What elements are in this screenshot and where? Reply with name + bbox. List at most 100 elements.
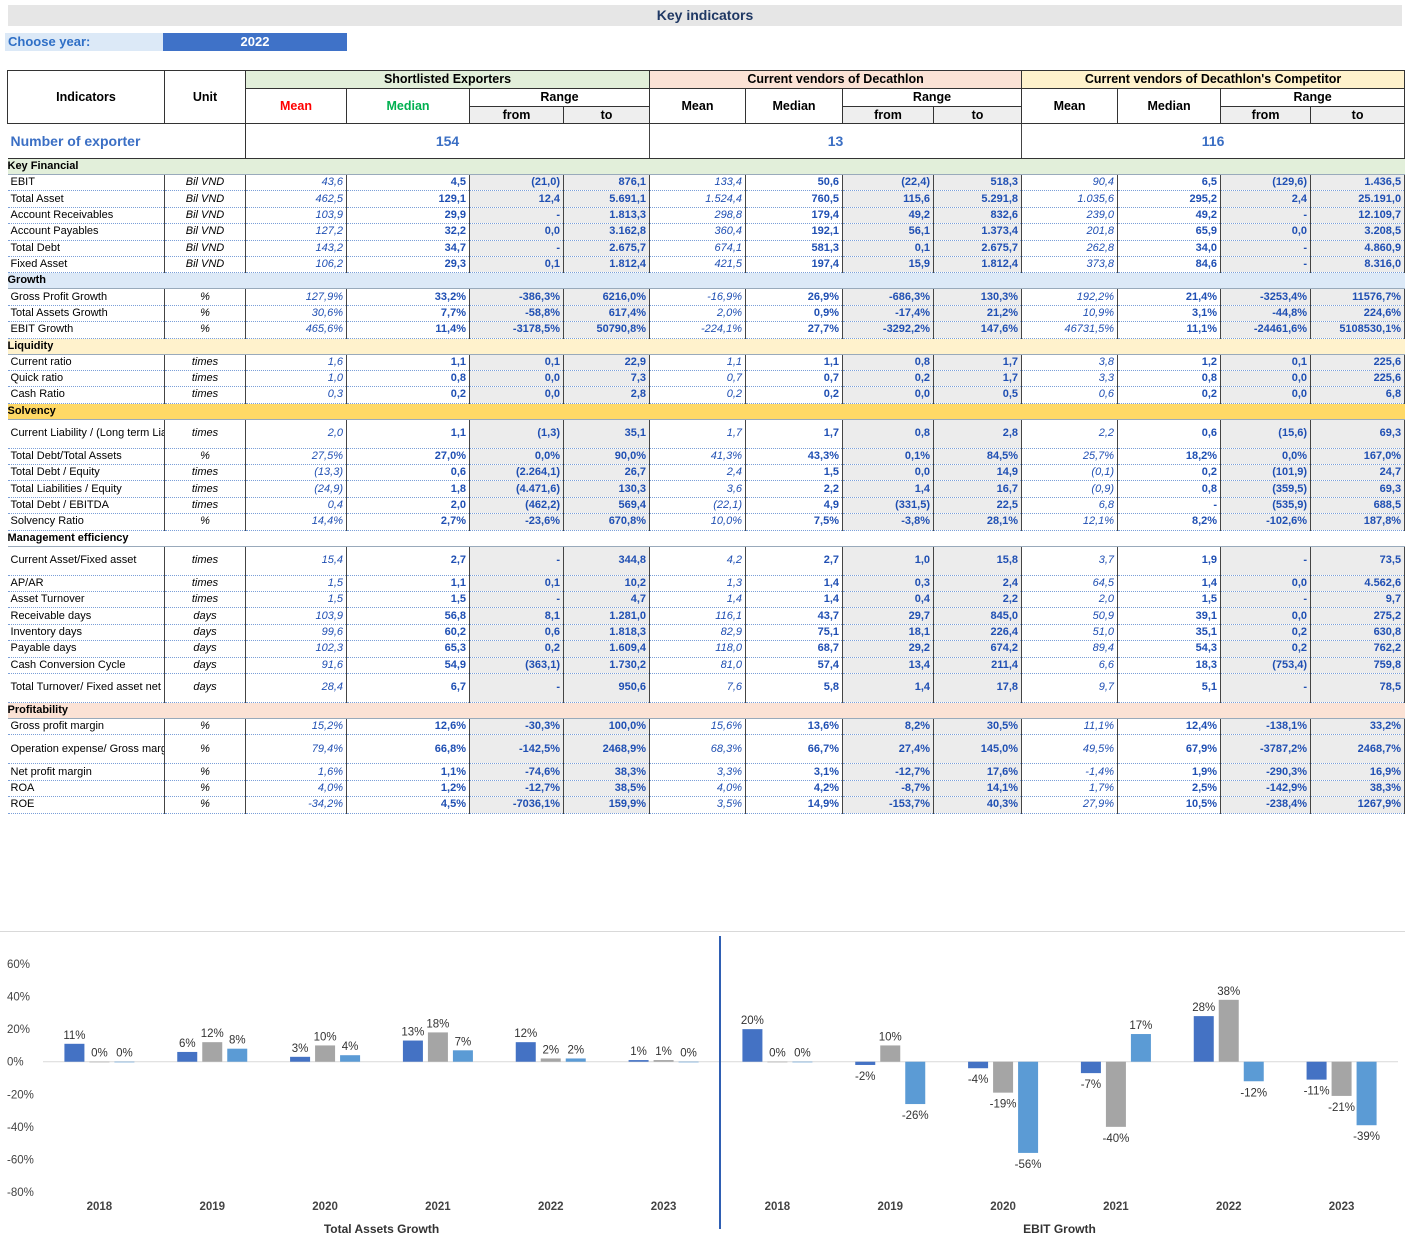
range-to-cell: 4.562,6 xyxy=(1310,575,1405,593)
indicator-unit: % xyxy=(164,321,246,339)
data-label: 13% xyxy=(401,1027,424,1039)
range-to-cell: 40,3% xyxy=(933,796,1023,814)
range-to-cell: 2,2 xyxy=(933,591,1023,609)
median-cell: 0,2 xyxy=(745,386,843,404)
range-to-cell: 1,7 xyxy=(933,354,1023,371)
range-from-cell: -30,3% xyxy=(469,718,564,736)
mean-cell: 239,0 xyxy=(1021,207,1119,225)
range-from-cell: -58,8% xyxy=(469,305,564,323)
range-from-cell: 0,6 xyxy=(469,624,564,642)
median-cell: 67,9% xyxy=(1117,734,1222,765)
mean-cell: 46731,5% xyxy=(1021,321,1119,339)
bar-total-assets-growth-series2 xyxy=(202,1042,223,1062)
col-range: Range xyxy=(841,88,1023,107)
mean-cell: -1,4% xyxy=(1021,763,1119,781)
chart-top-border xyxy=(0,931,1405,932)
mean-cell: 262,8 xyxy=(1021,240,1119,257)
median-cell: 12,6% xyxy=(346,718,470,736)
median-cell: 54,3 xyxy=(1117,640,1222,658)
mean-cell: -16,9% xyxy=(649,288,746,306)
range-from-cell: - xyxy=(1220,207,1312,225)
indicator-name: Gross profit margin xyxy=(7,718,165,736)
table-row: Quick ratio times 1,0 0,8 0,0 7,3 0,7 0,7 0,2 1,7… xyxy=(7,370,1405,388)
median-cell: 5,1 xyxy=(1117,673,1222,703)
range-from-cell: (359,5) xyxy=(1220,480,1312,498)
data-label: 38% xyxy=(1217,986,1240,998)
x-tick-label: 2023 xyxy=(1329,1201,1355,1213)
range-to-cell: 2,8 xyxy=(933,419,1023,449)
range-from-cell: 0,0 xyxy=(469,370,564,388)
range-to-cell: 1.818,3 xyxy=(563,624,650,642)
median-cell: 1,9 xyxy=(1117,546,1222,576)
range-to-cell: 38,3% xyxy=(563,763,650,781)
range-to-cell: 225,6 xyxy=(1310,354,1405,371)
indicator-name: Cash Ratio xyxy=(7,386,165,404)
section-header: Growth xyxy=(7,272,1405,290)
range-from-cell: - xyxy=(469,240,564,257)
indicator-name: ROE xyxy=(7,796,165,814)
indicator-unit: times xyxy=(164,591,246,609)
indicator-unit: % xyxy=(164,305,246,323)
mean-cell: 1,4 xyxy=(649,591,746,609)
bar-total-assets-growth-series3 xyxy=(340,1055,361,1062)
range-from-cell: (462,2) xyxy=(469,497,564,515)
median-cell: 4,9 xyxy=(745,497,843,515)
mean-cell: 360,4 xyxy=(649,223,746,241)
table-row: Total Assets Growth% 30,6% 7,7% -58,8% 617,4… xyxy=(7,305,1405,323)
range-from-cell: -12,7% xyxy=(469,780,564,798)
median-cell: 179,4 xyxy=(745,207,843,225)
range-from-cell: - xyxy=(1220,546,1312,576)
median-cell: 3,1% xyxy=(745,763,843,781)
range-to-cell: 28,1% xyxy=(933,513,1023,531)
indicator-name: Gross Profit Growth xyxy=(7,288,165,306)
year-select[interactable]: 2022 xyxy=(163,33,347,51)
table-row: ROE% -34,2% 4,5% -7036,1% 159,9% 3,5% 14,9% -15… xyxy=(7,796,1405,814)
median-cell: 7,7% xyxy=(346,305,470,323)
range-from-cell: (101,9) xyxy=(1220,464,1312,482)
indicator-unit: % xyxy=(164,734,246,765)
range-to-cell: 1.609,4 xyxy=(563,640,650,658)
x-tick-label: 2022 xyxy=(1216,1201,1242,1213)
range-to-cell: 14,1% xyxy=(933,780,1023,798)
range-from-cell: 1,4 xyxy=(842,673,934,703)
col-mean: Mean xyxy=(649,88,746,124)
range-to-cell: 2468,7% xyxy=(1310,734,1405,765)
indicator-unit: Bil VND xyxy=(164,240,246,257)
col-median: Median xyxy=(346,88,470,124)
indicator-name: Current ratio xyxy=(7,354,165,371)
range-to-cell: 762,2 xyxy=(1310,640,1405,658)
median-cell: 29,3 xyxy=(346,256,470,274)
range-from-cell: -24461,6% xyxy=(1220,321,1312,339)
indicator-unit: Bil VND xyxy=(164,190,246,208)
mean-cell: 1,3 xyxy=(649,575,746,593)
mean-cell: 1,5 xyxy=(245,591,347,609)
indicators-table: Indicators Unit Shortlisted Exporters Cu… xyxy=(7,70,1405,814)
median-cell: 11,4% xyxy=(346,321,470,339)
indicator-unit: % xyxy=(164,513,246,531)
mean-cell: 9,7 xyxy=(1021,673,1119,703)
col-from: from xyxy=(469,106,564,124)
section-title: Key Financial xyxy=(7,158,1405,175)
range-to-cell: 6,8 xyxy=(1310,386,1405,404)
range-from-cell: 0,0 xyxy=(469,223,564,241)
indicator-unit: % xyxy=(164,288,246,306)
range-to-cell: 674,2 xyxy=(933,640,1023,658)
range-to-cell: 11576,7% xyxy=(1310,288,1405,306)
range-from-cell: - xyxy=(1220,256,1312,274)
chart-axis-title: Total Assets Growth xyxy=(324,1222,439,1236)
median-cell: 12,4% xyxy=(1117,718,1222,736)
col-from: from xyxy=(842,106,934,124)
mean-cell: 133,4 xyxy=(649,174,746,192)
range-from-cell: -142,9% xyxy=(1220,780,1312,798)
mean-cell: 41,3% xyxy=(649,448,746,466)
table-row: Current Liability / (Long term Liability… xyxy=(7,419,1405,449)
bar-ebit-growth-series2 xyxy=(1331,1061,1352,1096)
mean-cell: 30,6% xyxy=(245,305,347,323)
range-from-cell: 0,2 xyxy=(1220,624,1312,642)
section-header: Management efficiency xyxy=(7,530,1405,547)
mean-cell: 50,9 xyxy=(1021,607,1119,625)
range-from-cell: 0,2 xyxy=(842,370,934,388)
range-to-cell: 30,5% xyxy=(933,718,1023,736)
median-cell: 581,3 xyxy=(745,240,843,257)
range-to-cell: 167,0% xyxy=(1310,448,1405,466)
